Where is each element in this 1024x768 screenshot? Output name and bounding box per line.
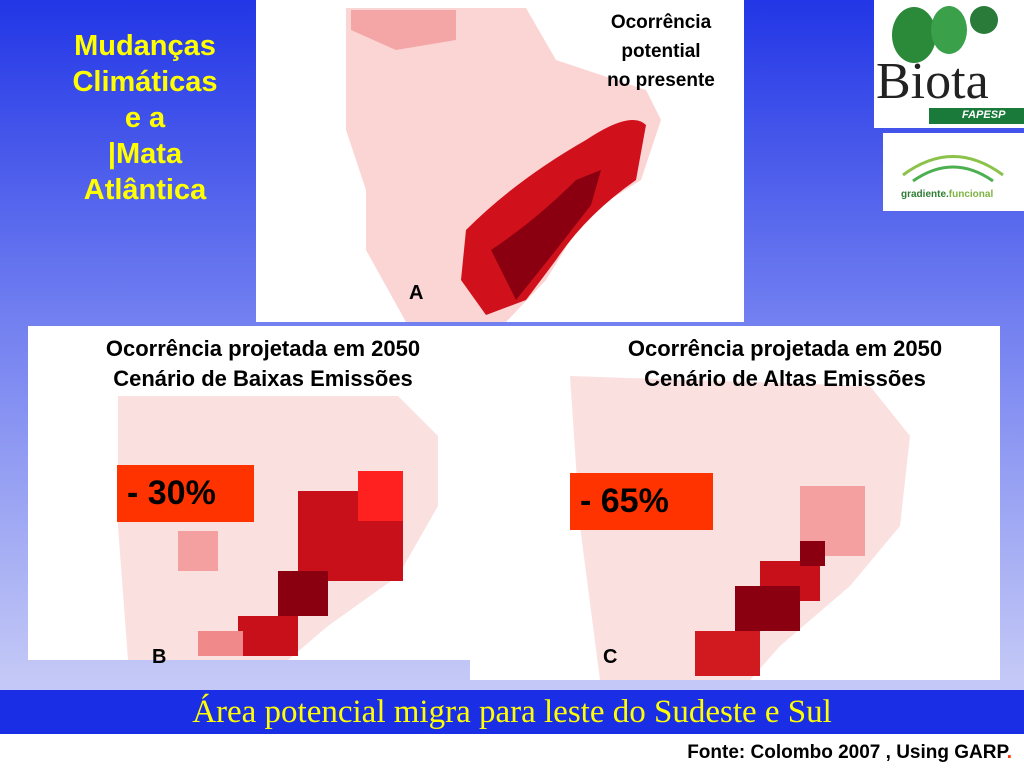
map-label: B xyxy=(152,646,167,668)
gradiente-text: gradiente.funcional xyxy=(901,189,993,200)
occurrence xyxy=(198,631,243,656)
title: Mudanças Climáticas e a |Mata Atlântica xyxy=(40,28,250,208)
fapesp-bar xyxy=(929,108,1024,124)
banner: Área potencial migra para leste do Sudes… xyxy=(0,690,1024,734)
source-dot: . xyxy=(1006,742,1012,763)
map-label: A xyxy=(409,282,424,304)
change-badge: - 30% xyxy=(117,465,254,522)
caption-line: potential xyxy=(621,41,701,62)
title-line: Mudanças xyxy=(74,30,216,62)
caption-line: Ocorrência projetada em 2050 xyxy=(105,336,421,361)
arc xyxy=(902,155,1004,177)
biota-icon xyxy=(892,6,1024,124)
map-c xyxy=(570,376,910,680)
source: Fonte: Colombo 2007 , Using GARP. xyxy=(687,742,1012,764)
land xyxy=(570,376,910,680)
arc xyxy=(912,165,994,183)
gradiente-icon xyxy=(902,155,1004,183)
fapesp-text: FAPESP xyxy=(962,109,1006,121)
caption-line: no presente xyxy=(607,70,715,91)
occurrence-core xyxy=(491,170,601,300)
leaf xyxy=(892,7,936,63)
map-label: C xyxy=(603,646,618,668)
occurrence xyxy=(178,531,218,571)
title-line: Atlântica xyxy=(83,174,207,206)
land xyxy=(118,396,438,660)
banner-text: Área potencial migra para leste do Sudes… xyxy=(192,694,832,730)
footer: Fonte: Colombo 2007 , Using GARP. xyxy=(0,734,1024,768)
occurrence xyxy=(358,471,403,521)
biota-logo: Biota FAPESP xyxy=(874,0,1024,128)
map-a xyxy=(346,8,661,322)
map-b-caption: Ocorrência projetada em 2050 Cenário de … xyxy=(48,334,478,394)
occurrence-north xyxy=(351,10,456,50)
occurrence xyxy=(800,541,825,566)
source-text: Fonte: Colombo 2007 , Using GARP xyxy=(687,742,1007,763)
caption-line: Ocorrência xyxy=(610,12,712,33)
caption-line: Cenário de Altas Emissões xyxy=(644,366,926,391)
caption-line: Ocorrência projetada em 2050 xyxy=(627,336,943,361)
map-c-caption: Ocorrência projetada em 2050 Cenário de … xyxy=(570,334,1000,394)
map-c-panel: Ocorrência projetada em 2050 Cenário de … xyxy=(470,326,1000,680)
map-a-caption: Ocorrência potential no presente xyxy=(586,8,736,95)
gradiente-logo: gradiente.funcional xyxy=(883,133,1024,211)
occurrence xyxy=(695,631,760,676)
land xyxy=(346,8,661,322)
map-a-panel: Ocorrência potential no presente A xyxy=(256,0,744,322)
occurrence xyxy=(278,571,328,616)
leaf xyxy=(931,6,967,54)
occurrence xyxy=(735,586,800,631)
map-b xyxy=(118,396,438,660)
change-badge: - 65% xyxy=(570,473,713,530)
title-line: e a xyxy=(124,102,166,134)
caption-line: Cenário de Baixas Emissões xyxy=(113,366,413,391)
title-line: |Mata xyxy=(107,138,183,170)
title-line: Climáticas xyxy=(72,66,218,98)
occurrence xyxy=(238,616,298,656)
biota-text: Biota xyxy=(876,53,989,110)
gradiente: gradiente. xyxy=(901,189,949,200)
map-b-panel: Ocorrência projetada em 2050 Cenário de … xyxy=(28,326,470,668)
bird xyxy=(970,6,998,34)
funcional: funcional xyxy=(948,189,994,200)
